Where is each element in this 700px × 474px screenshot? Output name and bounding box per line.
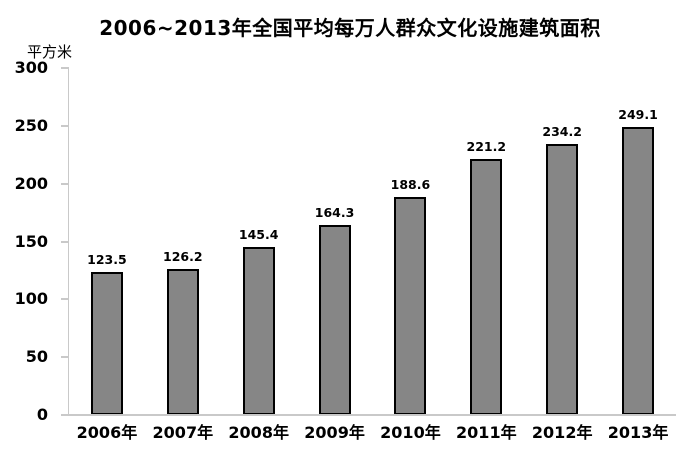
bar-value-label: 123.5	[87, 252, 127, 268]
bar-value-label: 145.4	[238, 226, 279, 242]
bar-value-label: 249.1	[618, 106, 658, 122]
y-axis-tick-label: 0	[36, 405, 48, 424]
x-axis-tick-label: 2008年	[228, 423, 289, 442]
y-axis-tick	[61, 356, 69, 359]
bar-2007年	[166, 269, 199, 415]
bar-value-label: 221.2	[466, 139, 507, 155]
y-axis-tick	[61, 182, 69, 185]
y-axis-tick	[61, 124, 69, 127]
y-axis-tick-label: 250	[14, 115, 48, 135]
bar-2008年	[242, 246, 275, 415]
bar-2013年	[622, 126, 655, 415]
x-axis-tick-label: 2007年	[152, 423, 214, 442]
x-axis-tick-label: 2006年	[76, 423, 138, 442]
y-axis-tick-label: 100	[14, 289, 48, 309]
bar-value-label: 234.2	[542, 124, 582, 140]
chart-title: 2006~2013年全国平均每万人群众文化设施建筑面积	[99, 16, 601, 40]
y-axis-unit-label: 平方米	[27, 43, 73, 61]
y-axis-tick-label: 200	[14, 173, 48, 193]
y-axis-tick-label: 300	[14, 58, 48, 77]
bar-2012年	[546, 144, 579, 415]
x-axis-tick-label: 2012年	[531, 423, 593, 442]
y-axis-tick	[61, 298, 69, 301]
x-axis-tick-label: 2010年	[380, 423, 441, 442]
bar-2006年	[90, 272, 123, 415]
y-axis-tick-label: 150	[14, 231, 48, 251]
x-axis-tick-label: 2009年	[304, 423, 365, 442]
y-axis-tick-label: 50	[25, 347, 48, 367]
x-axis-line	[62, 414, 676, 416]
bar-value-label: 188.6	[390, 176, 431, 192]
y-axis-tick	[61, 67, 69, 69]
bar-value-label: 126.2	[163, 249, 203, 265]
x-axis-tick-label: 2011年	[456, 423, 517, 442]
y-axis-tick	[61, 240, 69, 243]
bar-2010年	[394, 196, 427, 415]
bar-value-label: 164.3	[314, 204, 355, 220]
bar-2011年	[470, 159, 503, 415]
bar-2009年	[318, 224, 351, 415]
x-axis-tick-label: 2013年	[607, 423, 669, 442]
